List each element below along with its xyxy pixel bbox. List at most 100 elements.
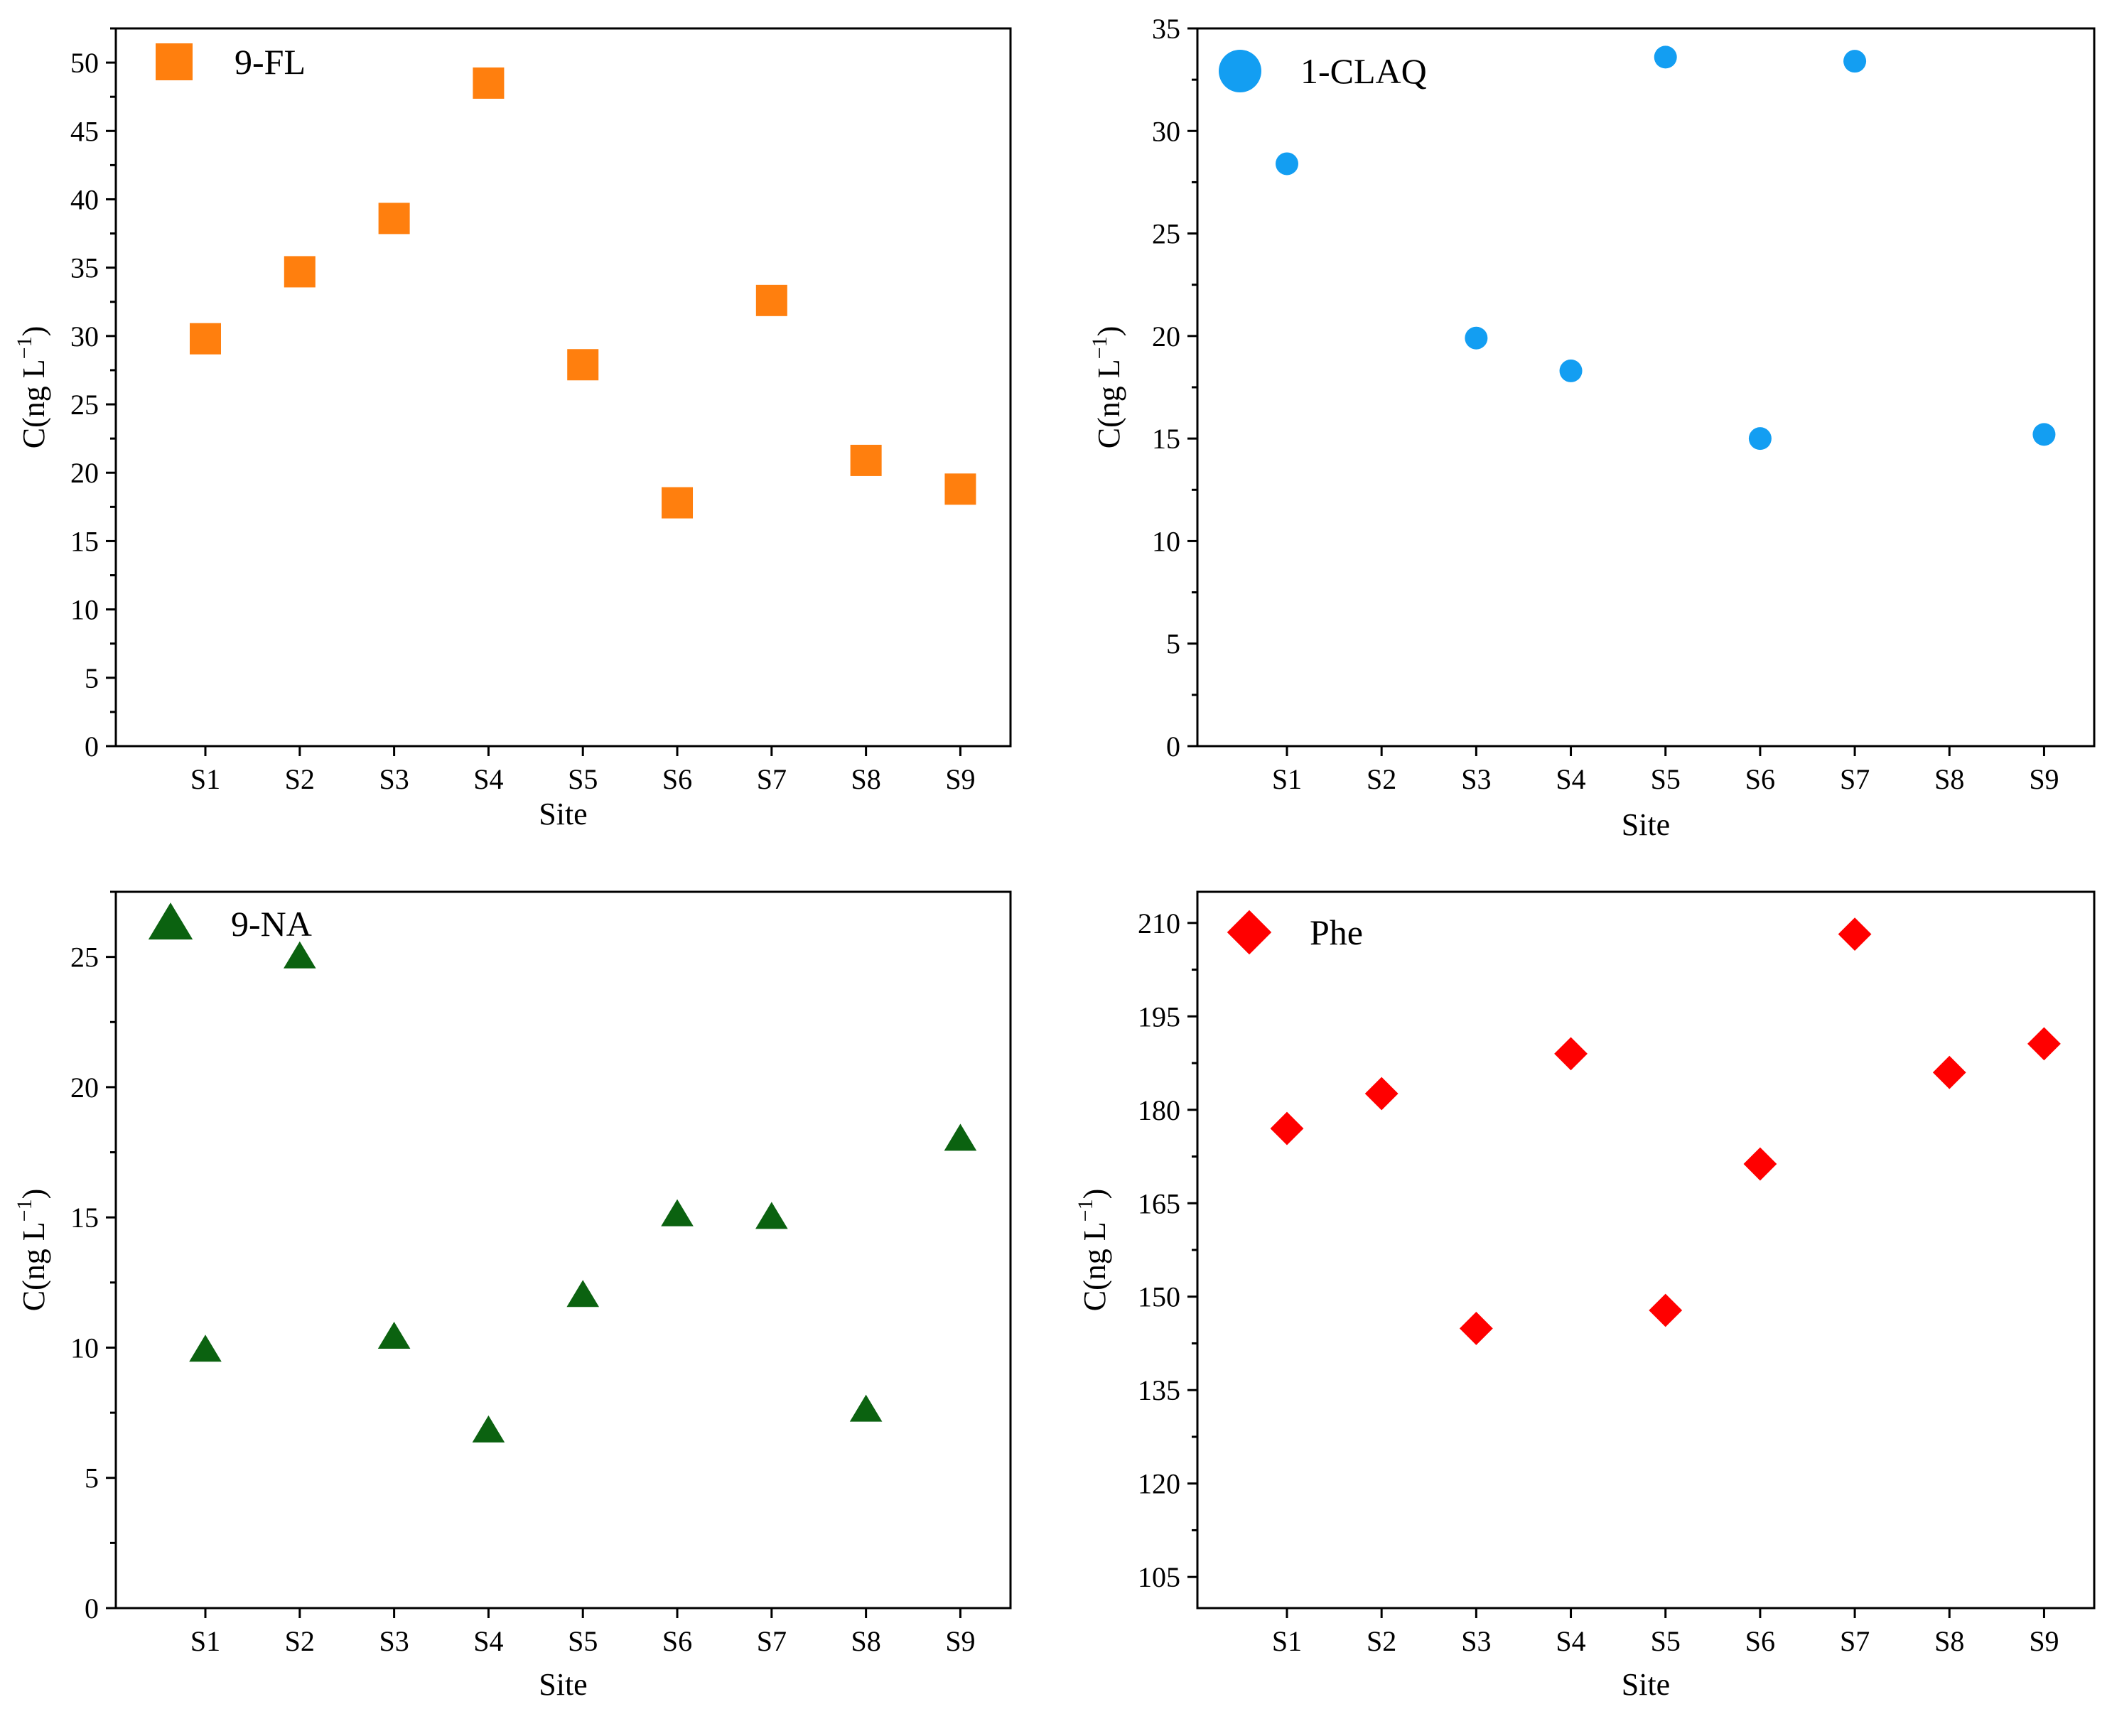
data-point-S1 xyxy=(1270,1111,1304,1145)
y-axis-title: C(ng L−1) xyxy=(13,1189,51,1311)
y-axis-title: C(ng L−1) xyxy=(1074,1189,1112,1311)
x-axis-title: Site xyxy=(539,1667,587,1702)
legend-label: 1-CLAQ xyxy=(1300,51,1427,91)
legend-marker xyxy=(156,43,193,80)
y-axis-title: C(ng L−1) xyxy=(13,326,51,448)
data-point-S2 xyxy=(284,256,316,288)
y-tick-label: 150 xyxy=(1138,1281,1180,1313)
y-axis-title-close: ) xyxy=(1077,1189,1112,1199)
y-tick-label: 5 xyxy=(85,1462,99,1494)
data-point-S8 xyxy=(1932,1055,1966,1089)
data-point-S6 xyxy=(1748,427,1772,451)
legend-label: 9-NA xyxy=(231,904,312,944)
data-point-S6 xyxy=(662,487,694,519)
x-tick-label: S6 xyxy=(1745,763,1775,795)
data-point-S7 xyxy=(755,1202,788,1229)
y-tick-label: 195 xyxy=(1138,1001,1180,1033)
data-point-S4 xyxy=(472,1415,505,1443)
y-axis-title-main: C(ng L xyxy=(16,359,51,448)
data-point-S6 xyxy=(1743,1147,1777,1181)
y-axis-title-main: C(ng L xyxy=(1092,359,1126,448)
x-tick-label: S9 xyxy=(2029,1625,2059,1657)
x-tick-label: S3 xyxy=(379,763,409,795)
y-tick-label: 25 xyxy=(70,389,99,421)
x-tick-label: S5 xyxy=(568,763,598,795)
x-tick-label: S9 xyxy=(945,1625,975,1657)
legend-marker xyxy=(1227,910,1272,955)
y-tick-label: 105 xyxy=(1138,1561,1180,1593)
legend-label: Phe xyxy=(1310,912,1363,952)
data-point-S9 xyxy=(944,473,976,505)
data-point-S1 xyxy=(1276,152,1298,176)
y-tick-label: 50 xyxy=(70,47,99,79)
x-tick-label: S1 xyxy=(1272,763,1302,795)
x-tick-label: S8 xyxy=(851,1625,881,1657)
data-point-S5 xyxy=(567,349,599,381)
y-axis-title-sup: −1 xyxy=(1088,336,1111,359)
data-point-S5 xyxy=(566,1280,600,1308)
x-tick-label: S4 xyxy=(1556,1625,1585,1657)
y-tick-label: 135 xyxy=(1138,1374,1180,1406)
x-tick-label: S1 xyxy=(190,763,220,795)
data-point-S3 xyxy=(1459,1312,1493,1345)
y-tick-label: 0 xyxy=(85,1592,99,1624)
data-point-S8 xyxy=(850,444,882,476)
y-tick-label: 10 xyxy=(1152,525,1180,557)
x-tick-label: S3 xyxy=(1461,763,1491,795)
y-tick-label: 20 xyxy=(70,457,99,489)
y-axis-title: C(ng L−1) xyxy=(1088,326,1126,448)
x-axis-title: Site xyxy=(1622,1667,1670,1702)
plot-frame xyxy=(1196,27,2096,748)
plot-frame xyxy=(114,27,1012,748)
y-tick-label: 45 xyxy=(70,115,99,147)
x-tick-label: S5 xyxy=(568,1625,598,1657)
x-tick-label: S5 xyxy=(1651,763,1681,795)
y-axis-title-main: C(ng L xyxy=(16,1222,51,1311)
x-tick-label: S2 xyxy=(1367,1625,1396,1657)
y-axis-title-sup: −1 xyxy=(13,336,36,359)
y-axis-title-close: ) xyxy=(16,1189,51,1199)
y-tick-label: 5 xyxy=(85,662,99,694)
data-point-S4 xyxy=(1559,359,1583,382)
y-tick-label: 40 xyxy=(70,183,99,215)
data-point-S9 xyxy=(2027,1027,2061,1061)
y-tick-label: 165 xyxy=(1138,1187,1180,1219)
data-point-S3 xyxy=(377,1321,411,1349)
y-tick-label: 15 xyxy=(1152,423,1180,455)
data-point-S4 xyxy=(473,67,505,99)
x-tick-label: S9 xyxy=(2029,763,2059,795)
chart-panel-top-right: 0 5 10 15 20 25 30 35 S1 S2 S3 S4 S5 S6 S7 S8 S9 Site C(ng… xyxy=(1088,13,2096,842)
plot-frame xyxy=(1196,890,2096,1610)
x-tick-label: S8 xyxy=(851,763,881,795)
x-tick-label: S9 xyxy=(945,763,975,795)
x-tick-label: S2 xyxy=(1367,763,1396,795)
data-point-S7 xyxy=(1838,917,1872,951)
plot-frame xyxy=(114,890,1012,1610)
x-tick-label: S6 xyxy=(662,763,692,795)
y-tick-label: 35 xyxy=(70,252,99,284)
data-point-S1 xyxy=(189,1335,222,1362)
data-point-S3 xyxy=(378,203,410,234)
x-tick-label: S1 xyxy=(190,1625,220,1657)
x-tick-label: S8 xyxy=(1934,1625,1964,1657)
data-point-S1 xyxy=(190,323,221,355)
x-tick-label: S6 xyxy=(662,1625,692,1657)
x-tick-label: S7 xyxy=(757,1625,787,1657)
x-tick-label: S2 xyxy=(285,763,315,795)
x-tick-label: S2 xyxy=(285,1625,315,1657)
y-tick-label: 180 xyxy=(1138,1094,1180,1126)
legend-marker xyxy=(1219,50,1261,92)
data-point-S9 xyxy=(944,1123,977,1151)
y-axis-title-sup: −1 xyxy=(1074,1199,1097,1222)
chart-panel-bottom-left: 0 5 10 15 20 25 S1 S2 S3 S4 S5 S6 S7 S8 S9 Site C(ng L−1… xyxy=(13,890,1012,1702)
y-tick-label: 25 xyxy=(70,942,99,974)
x-tick-label: S8 xyxy=(1934,763,1964,795)
x-tick-label: S4 xyxy=(1556,763,1585,795)
legend-marker xyxy=(148,902,193,940)
data-point-S8 xyxy=(849,1394,883,1422)
y-tick-label: 10 xyxy=(70,1332,99,1364)
y-tick-label: 5 xyxy=(1166,628,1180,660)
legend-label: 9-FL xyxy=(235,42,306,82)
x-tick-label: S7 xyxy=(1840,763,1870,795)
